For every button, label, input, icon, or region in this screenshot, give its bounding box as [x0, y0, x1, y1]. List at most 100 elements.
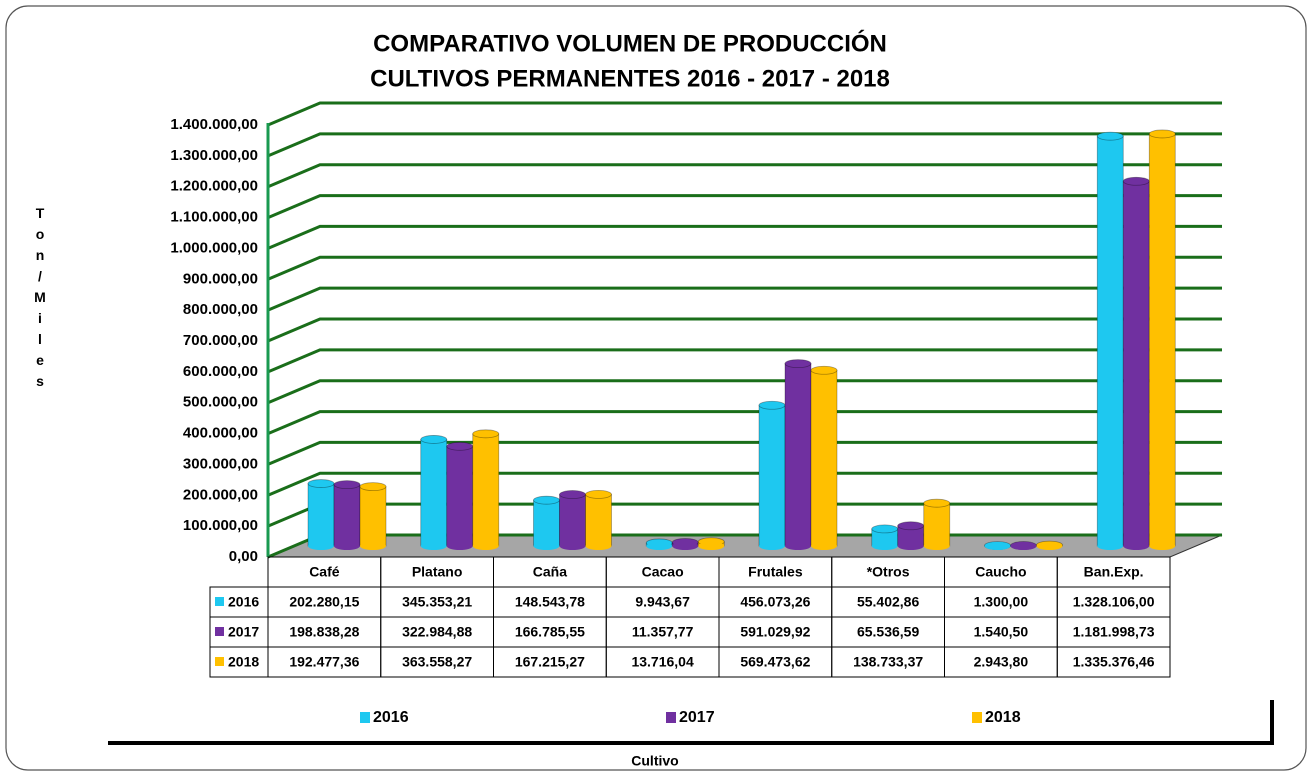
bar-bottom	[585, 542, 612, 550]
bar-top	[897, 521, 925, 531]
data-label: 13.716,04	[631, 654, 693, 670]
bar-top	[1148, 129, 1176, 139]
data-label: 9.943,67	[635, 594, 690, 610]
data-label: 148.543,78	[515, 594, 585, 610]
bar-top	[758, 400, 786, 410]
bar	[784, 363, 812, 547]
data-label: 166.785,55	[515, 624, 585, 640]
bar-bottom	[308, 542, 334, 550]
bar	[472, 433, 500, 547]
data-label: 1.328.106,00	[1073, 594, 1155, 610]
table-row-label: 2018	[228, 654, 259, 670]
bar-bottom	[785, 542, 811, 550]
y-tick-label: 300.000,00	[183, 455, 258, 472]
bar-bottom	[698, 542, 725, 550]
bar	[333, 484, 361, 547]
legend-label: 2018	[985, 709, 1021, 726]
bar	[446, 445, 474, 547]
y-tick-label: 1.400.000,00	[170, 116, 258, 133]
bar	[307, 483, 335, 547]
bar-bottom	[472, 542, 499, 550]
data-label: 11.357,77	[632, 624, 694, 640]
legend-label: 2017	[679, 709, 715, 726]
grid-line	[267, 224, 1222, 250]
bar-bottom	[1149, 542, 1176, 550]
bar-bottom	[1123, 542, 1150, 550]
bar-bottom	[897, 542, 924, 550]
data-label: 202.280,15	[289, 594, 359, 610]
data-label: 322.984,88	[402, 624, 472, 640]
data-label: 65.536,59	[857, 624, 919, 640]
floor	[267, 534, 1223, 558]
bar-bottom	[984, 542, 1011, 550]
data-label: 1.540,50	[974, 624, 1029, 640]
bar-top	[784, 359, 812, 369]
y-axis-label: Ton/Miles	[32, 205, 48, 394]
bar-top	[871, 524, 899, 534]
data-label: 2.943,80	[974, 654, 1029, 670]
table-key	[215, 657, 224, 666]
table-key	[215, 627, 224, 636]
data-label: 1.335.376,46	[1073, 654, 1155, 670]
bar-bottom	[559, 542, 586, 550]
data-label: 55.402,86	[857, 594, 919, 610]
table-row-label: 2017	[228, 624, 259, 640]
y-tick-label: 1.100.000,00	[170, 209, 258, 226]
bar-top	[1122, 176, 1150, 186]
grid-line	[267, 440, 1222, 466]
y-tick-label: 900.000,00	[183, 270, 258, 287]
bar-bottom	[672, 542, 699, 550]
data-label: 192.477,36	[289, 654, 359, 670]
bar	[1122, 180, 1150, 547]
data-label: 138.733,37	[853, 654, 923, 670]
table-cell	[209, 646, 269, 678]
bar-bottom	[1097, 542, 1124, 550]
legend-key	[972, 712, 982, 723]
data-label: 198.838,28	[289, 624, 359, 640]
data-label: 363.558,27	[402, 654, 472, 670]
bar-bottom	[646, 542, 673, 550]
bar-bottom	[1010, 542, 1037, 550]
grid-line	[267, 379, 1222, 405]
y-tick-label: 1.200.000,00	[170, 178, 258, 195]
data-label: 456.073,26	[740, 594, 810, 610]
bar-top	[810, 365, 838, 375]
x-tick-label: Caña	[533, 564, 567, 580]
chart-title: COMPARATIVO VOLUMEN DE PRODUCCIÓN	[373, 29, 887, 57]
bar-top	[333, 480, 361, 490]
legend-label: 2016	[373, 709, 409, 726]
grid-line	[267, 348, 1222, 374]
bar	[359, 486, 387, 547]
bar-top	[923, 498, 951, 508]
x-tick-label: *Otros	[867, 564, 910, 580]
data-label: 591.029,92	[740, 624, 810, 640]
legend-key	[360, 712, 370, 723]
y-tick-label: 1.000.000,00	[170, 239, 258, 256]
grid-line	[267, 163, 1222, 189]
bar	[810, 369, 838, 547]
y-tick-label: 400.000,00	[183, 425, 258, 442]
bar-top	[1096, 131, 1124, 141]
bar-top	[533, 495, 560, 505]
bar-bottom	[871, 542, 898, 550]
data-label: 569.473,62	[740, 654, 810, 670]
table-row-label: 2016	[228, 594, 259, 610]
bar-bottom	[759, 542, 785, 550]
bar-top	[307, 479, 335, 488]
bar	[559, 494, 586, 547]
chart-subtitle: CULTIVOS PERMANENTES 2016 - 2017 - 2018	[370, 65, 890, 92]
bar	[1096, 135, 1124, 547]
y-tick-label: 100.000,00	[183, 517, 258, 534]
x-tick-label: Platano	[412, 564, 463, 580]
data-label: 345.353,21	[402, 594, 472, 610]
table-cell	[1056, 646, 1171, 678]
bar	[420, 439, 448, 547]
x-tick-label: Frutales	[748, 564, 803, 580]
bar-top	[585, 490, 612, 499]
bar	[585, 494, 612, 547]
bar-bottom	[360, 542, 386, 550]
data-label: 1.300,00	[974, 594, 1029, 610]
bar	[533, 499, 560, 547]
x-axis-label: Cultivo	[631, 753, 678, 769]
